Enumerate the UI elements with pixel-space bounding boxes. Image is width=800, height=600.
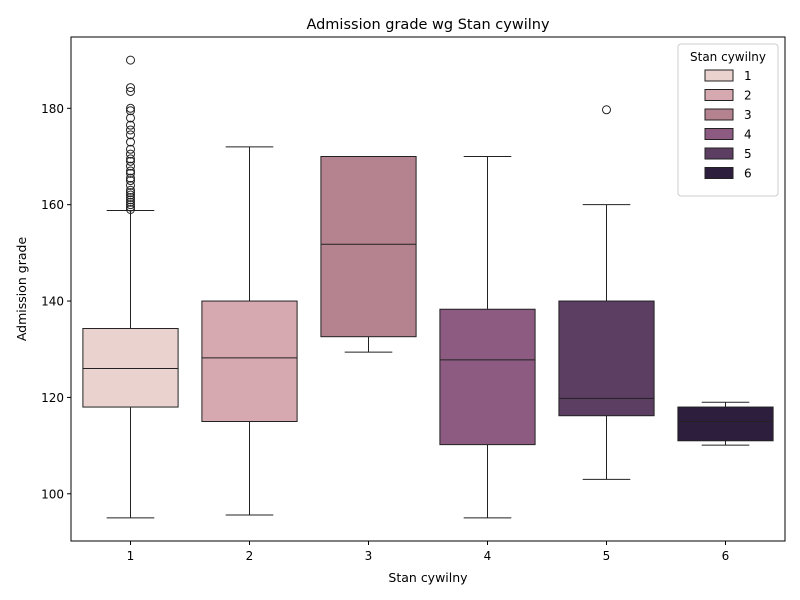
- outlier-point: [126, 103, 135, 113]
- plot-area: [82, 55, 774, 519]
- outlier-point: [126, 144, 135, 154]
- legend-label-1: 1: [744, 69, 752, 83]
- chart-title: Admission grade wg Stan cywilny: [306, 17, 550, 33]
- legend-label-5: 5: [744, 147, 752, 161]
- outlier-point: [126, 106, 135, 116]
- y-tick-label: 120: [41, 391, 64, 405]
- y-axis-label: Admission grade: [14, 237, 29, 342]
- outlier-point: [126, 180, 135, 190]
- legend-title: Stan cywilny: [690, 50, 766, 64]
- legend-swatch-4: [704, 128, 734, 140]
- outlier-point: [126, 154, 135, 164]
- outlier-point: [126, 83, 135, 93]
- outlier-point: [126, 188, 135, 198]
- y-tick-label: 180: [41, 102, 64, 116]
- box-iqr: [439, 308, 536, 446]
- outlier-point: [126, 202, 135, 212]
- y-axis: 100 120 140 160 180: [41, 102, 71, 501]
- legend-swatch-6: [704, 167, 734, 179]
- outlier-point: [126, 86, 135, 96]
- outlier-point: [126, 161, 135, 171]
- x-tick-label: 5: [603, 549, 611, 563]
- x-axis: 1 2 3 4 5 6: [127, 541, 730, 563]
- box-iqr: [201, 300, 298, 423]
- legend-swatch-5: [704, 147, 734, 160]
- outlier-point: [126, 173, 135, 183]
- outlier-point: [126, 197, 135, 207]
- legend-swatch-2: [704, 89, 734, 101]
- outlier-point: [126, 200, 135, 210]
- x-tick-label: 1: [127, 549, 135, 563]
- box-group-3: [320, 155, 417, 353]
- legend-label-4: 4: [744, 128, 752, 142]
- plot-frame: [70, 36, 786, 542]
- outlier-point: [126, 149, 135, 159]
- outlier-point: [126, 195, 135, 205]
- outlier-point: [126, 204, 135, 214]
- x-axis-label: Stan cywilny: [388, 570, 468, 585]
- y-tick-label: 140: [41, 295, 64, 309]
- box-iqr: [82, 328, 179, 408]
- outlier-point: [126, 185, 135, 195]
- legend-swatch-3: [704, 108, 734, 121]
- outlier-point: [126, 156, 135, 166]
- legend-label-6: 6: [744, 167, 752, 181]
- box-group-6: [677, 401, 774, 446]
- legend-label-3: 3: [744, 108, 752, 122]
- outlier-point: [126, 55, 135, 65]
- outlier-point: [126, 130, 135, 140]
- outlier-point: [126, 120, 135, 130]
- box-iqr: [558, 300, 655, 417]
- box-iqr: [320, 155, 417, 338]
- outlier-point: [126, 192, 135, 202]
- box-group-4: [439, 155, 536, 519]
- outlier-point: [126, 137, 135, 147]
- legend-label-2: 2: [744, 89, 752, 103]
- x-tick-label: 3: [365, 549, 373, 563]
- box-group-1: [82, 55, 179, 519]
- outlier-point: [126, 166, 135, 176]
- outlier-point: [126, 168, 135, 178]
- outlier-point: [602, 105, 611, 115]
- x-tick-label: 6: [722, 549, 730, 563]
- outlier-point: [126, 113, 135, 123]
- y-tick-label: 160: [41, 198, 64, 212]
- box-iqr: [677, 406, 774, 442]
- box-group-2: [201, 146, 298, 516]
- outlier-point: [126, 176, 135, 186]
- y-tick-label: 100: [41, 487, 64, 501]
- outlier-point: [126, 190, 135, 200]
- legend-swatch-1: [704, 69, 734, 82]
- outlier-point: [126, 125, 135, 135]
- box-group-5: [558, 105, 655, 480]
- x-tick-label: 2: [246, 549, 254, 563]
- x-tick-label: 4: [484, 549, 492, 563]
- legend: Stan cywilny 1 2 3 4 5 6: [677, 43, 779, 197]
